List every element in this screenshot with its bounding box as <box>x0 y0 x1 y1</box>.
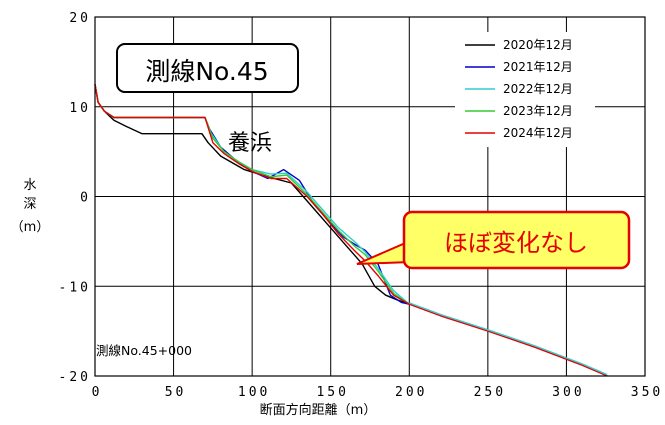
y-tick-label: -20 <box>59 370 91 385</box>
y-tick-label: 0 <box>80 191 91 206</box>
legend-label-1: 2021年12月 <box>503 60 573 74</box>
legend-label-3: 2023年12月 <box>503 104 573 118</box>
y-axis-label-line-2: 深 <box>23 197 36 212</box>
profile-label: 測線No.45+000 <box>96 343 192 358</box>
x-tick-label: 200 <box>395 385 427 400</box>
legend-label-0: 2020年12月 <box>503 38 573 52</box>
callout-box <box>402 210 631 270</box>
series-line-0 <box>94 84 410 305</box>
plot-frame <box>94 16 646 377</box>
y-tick-label: -10 <box>59 280 91 295</box>
y-tick-label: 20 <box>69 11 91 26</box>
x-tick-label: 250 <box>474 385 506 400</box>
callout-label: ほぼ変化なし <box>444 229 588 257</box>
legend-label-2: 2022年12月 <box>503 82 573 96</box>
title-box <box>116 43 299 93</box>
series-line-4 <box>94 84 608 377</box>
x-axis-label: 断面方向距離（m） <box>260 402 377 418</box>
x-tick-label: 350 <box>631 385 663 400</box>
area-label: 養浜 <box>228 131 272 156</box>
y-tick-labels: 20 10 0 -10 -20 <box>59 11 91 385</box>
x-tick-labels: 0 50 100 150 200 250 300 350 <box>92 385 663 400</box>
x-tick-label: 100 <box>238 385 270 400</box>
y-tick-label: 10 <box>69 101 91 116</box>
callout-joint <box>408 235 416 259</box>
legend-label-4: 2024年12月 <box>503 126 573 140</box>
series-lines <box>94 84 608 377</box>
title-box-label: 測線No.45 <box>145 57 268 86</box>
x-tick-label: 150 <box>316 385 348 400</box>
x-tick-label: 0 <box>92 385 103 400</box>
x-tick-label: 50 <box>165 385 187 400</box>
y-axis-label-line-3: （m） <box>11 220 50 235</box>
series-tail-cyan <box>409 302 608 376</box>
y-axis-label-line-1: 水 <box>23 178 36 193</box>
x-tick-label: 300 <box>552 385 584 400</box>
legend: 2020年12月 2021年12月 2022年12月 2023年12月 2024年12月 <box>465 38 573 140</box>
